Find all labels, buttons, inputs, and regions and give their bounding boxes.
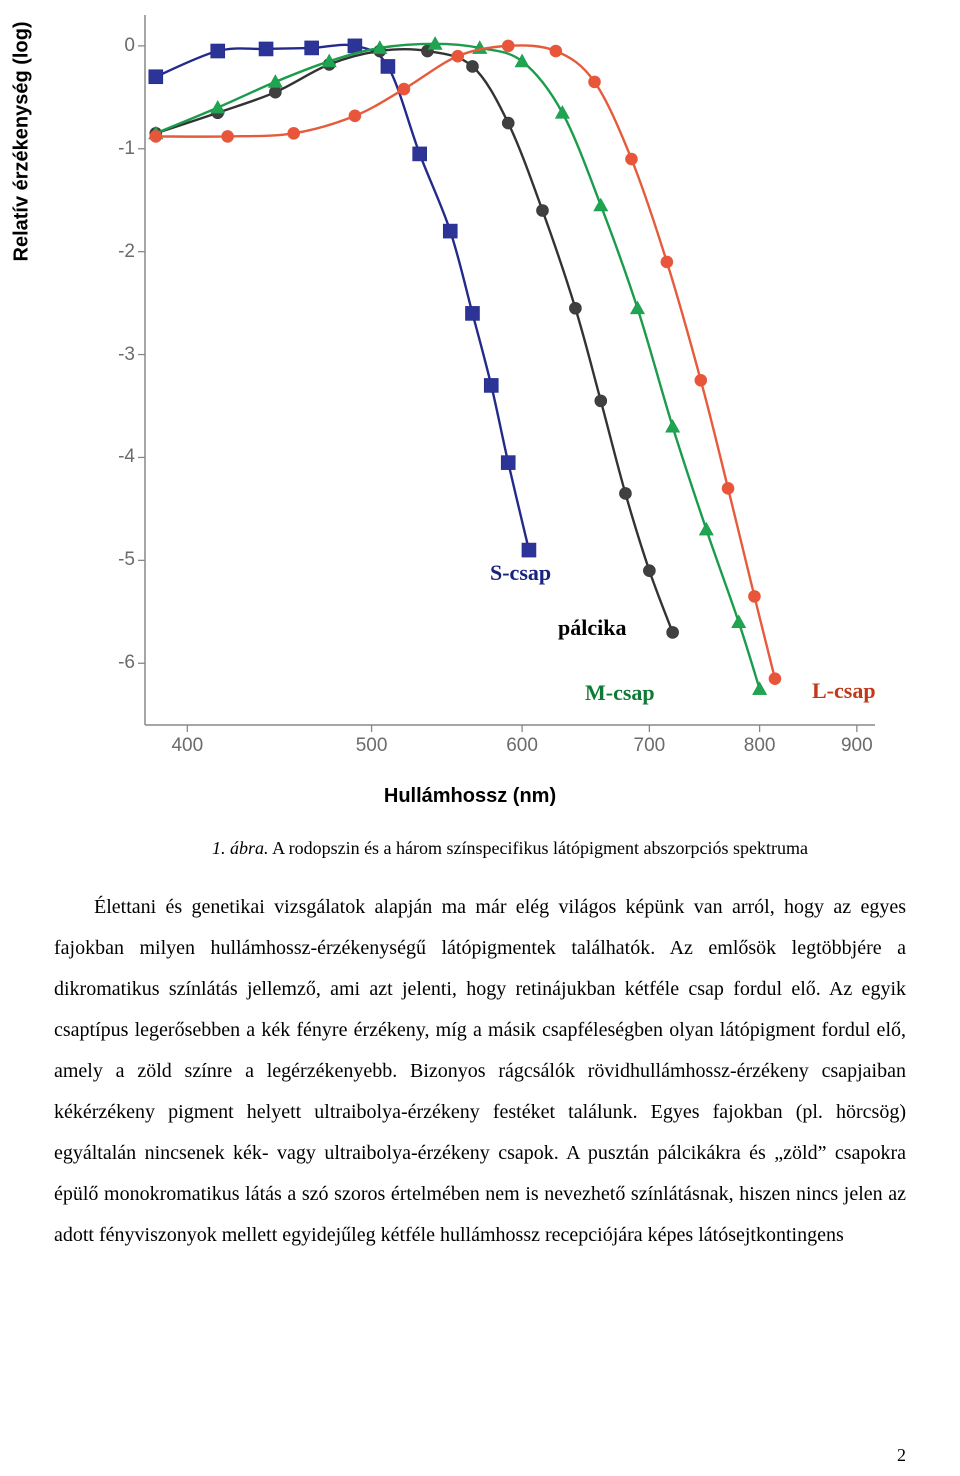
x-axis-label: Hullámhossz (nm): [384, 785, 556, 808]
series-label-s_cone: S-csap: [490, 560, 551, 586]
y-tick-label: -4: [95, 446, 135, 468]
y-tick-label: -6: [95, 652, 135, 674]
caption-number: 1. ábra.: [212, 838, 269, 858]
x-tick-label: 400: [171, 735, 203, 757]
series-label-m_cone: M-csap: [585, 680, 655, 706]
x-tick-label: 900: [841, 735, 873, 757]
figure-caption: 1. ábra. A rodopszin és a három színspec…: [60, 838, 960, 859]
x-tick-label: 600: [506, 735, 538, 757]
y-tick-label: -2: [95, 241, 135, 263]
y-tick-label: -1: [95, 138, 135, 160]
body-paragraph: Élettani és genetikai vizsgálatok alapjá…: [0, 887, 960, 1256]
y-tick-label: -5: [95, 549, 135, 571]
caption-text: A rodopszin és a három színspecifikus lá…: [269, 838, 808, 858]
series-label-rod: pálcika: [558, 615, 626, 641]
x-tick-label: 500: [356, 735, 388, 757]
sensitivity-chart: [50, 0, 890, 780]
y-tick-label: 0: [95, 35, 135, 57]
series-label-l_cone: L-csap: [812, 678, 876, 704]
x-tick-label: 800: [744, 735, 776, 757]
page-number: 2: [897, 1445, 906, 1466]
x-tick-label: 700: [634, 735, 666, 757]
y-tick-label: -3: [95, 344, 135, 366]
chart-container: Relatív érzékenység (log) Hullámhossz (n…: [50, 0, 890, 820]
y-axis-label: Relatív érzékenység (log): [11, 21, 34, 261]
